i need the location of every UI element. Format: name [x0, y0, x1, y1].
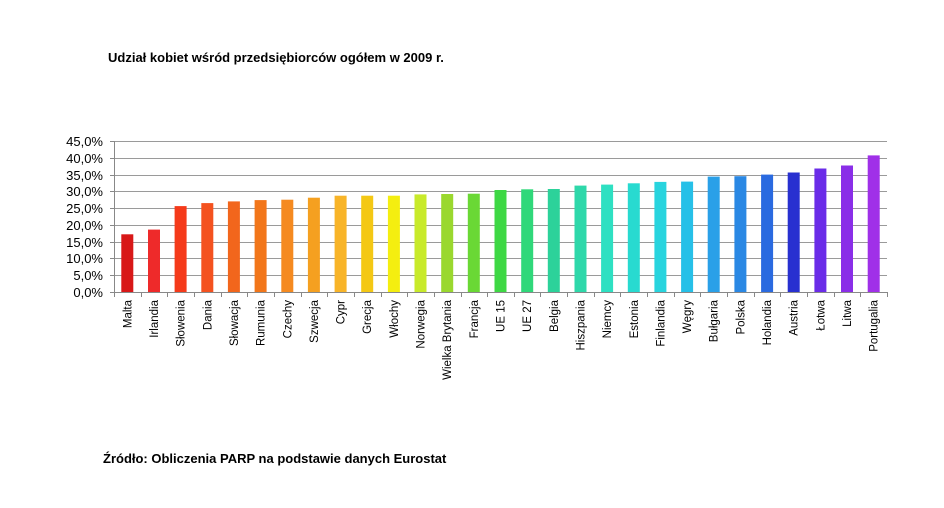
bar-polska: [734, 176, 747, 292]
x-tick-label: Malta: [122, 299, 134, 328]
source-note: Źródło: Obliczenia PARP na podstawie dan…: [103, 451, 447, 466]
bar-ue-15: [494, 190, 507, 292]
bar-węgry: [681, 181, 694, 292]
bar-austria: [787, 172, 800, 292]
bar-hiszpania: [574, 185, 587, 292]
chart-title: Udział kobiet wśród przedsiębiorców ogół…: [108, 50, 444, 65]
y-tick-label: 15,0%: [66, 235, 103, 250]
bar-cypr: [334, 195, 347, 292]
x-tick-label: Wielka Brytania: [442, 299, 454, 379]
bar-rumunia: [254, 200, 267, 292]
y-tick-label: 10,0%: [66, 251, 103, 266]
x-tick-label: UE 15: [496, 300, 508, 332]
x-tick-labels: Malta Irlandia Słowenia Dania Słowacja Rumuni…: [122, 299, 880, 379]
bar-dania: [201, 203, 214, 292]
x-tick-label: Irlandia: [149, 299, 161, 337]
bar-irlandia: [148, 229, 160, 292]
bar-estonia: [627, 183, 640, 292]
y-tick-label: 25,0%: [66, 201, 103, 216]
x-tick-label: Rumunia: [256, 299, 268, 346]
x-tick-label: Słowacja: [229, 299, 241, 346]
x-tick-label: Szwecja: [309, 299, 321, 342]
y-tick-label: 40,0%: [66, 151, 103, 166]
axes: [110, 141, 888, 297]
bar-litwa: [841, 165, 853, 292]
bar-holandia: [761, 174, 774, 292]
bar-belgia: [547, 189, 560, 292]
x-tick-label: Czechy: [282, 300, 294, 339]
bars: [121, 155, 880, 292]
x-tick-label: Niemcy: [602, 300, 614, 339]
bar-portugalia: [867, 155, 880, 292]
x-tick-label: Polska: [735, 299, 747, 334]
bar-grecja: [361, 195, 374, 292]
bar-słowenia: [174, 206, 187, 292]
y-tick-labels: 0,0% 5,0% 10,0%15,0% 20,0% 25,0% 30,0%35,0% 40…: [66, 134, 103, 300]
x-tick-label: Węgry: [682, 300, 694, 333]
x-tick-label: Holandia: [762, 299, 774, 345]
bar-niemcy: [601, 184, 614, 292]
x-tick-label: Grecja: [362, 299, 374, 333]
y-tick-label: 45,0%: [66, 134, 103, 149]
x-tick-label: Łotwa: [815, 299, 827, 330]
x-tick-label: Austria: [789, 299, 801, 335]
x-tick-label: Bułgaria: [709, 299, 721, 342]
bar-czechy: [281, 199, 294, 292]
bar-wielka-brytania: [441, 194, 454, 292]
y-tick-label: 0,0%: [73, 285, 103, 300]
y-tick-label: 35,0%: [66, 168, 103, 183]
bar-łotwa: [814, 168, 827, 292]
x-tick-label: Włochy: [389, 300, 401, 338]
bar-szwecja: [307, 197, 320, 292]
bar-francja: [467, 193, 480, 292]
y-tick-label: 5,0%: [73, 268, 103, 283]
x-tick-label: Litwa: [842, 299, 854, 326]
bar-norwegia: [414, 194, 427, 292]
x-tick-label: Belgia: [549, 299, 561, 332]
x-tick-label: Słowenia: [176, 299, 188, 346]
x-tick-label: Norwegia: [416, 299, 428, 348]
bar-włochy: [387, 195, 400, 292]
bar-finlandia: [654, 181, 667, 292]
bar-bułgaria: [707, 176, 720, 292]
x-tick-label: Dania: [202, 299, 214, 330]
y-tick-label: 30,0%: [66, 184, 103, 199]
x-tick-label: Portugalia: [869, 299, 881, 351]
x-tick-label: Francja: [469, 299, 481, 338]
y-tick-label: 20,0%: [66, 218, 103, 233]
x-tick-label: Hiszpania: [576, 299, 588, 350]
x-tick-label: Cypr: [336, 300, 348, 324]
x-tick-label: UE 27: [522, 300, 534, 332]
bar-malta: [121, 234, 134, 292]
x-tick-label: Estonia: [629, 299, 641, 338]
x-tick-label: Finlandia: [655, 299, 667, 346]
bar-słowacja: [227, 201, 240, 292]
bar-ue-27: [521, 189, 534, 292]
